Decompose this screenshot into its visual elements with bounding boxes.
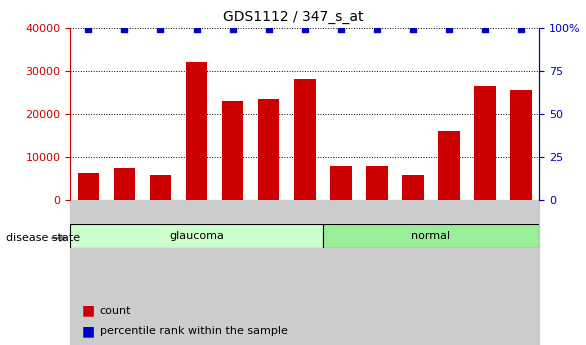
Point	[300, 27, 309, 32]
Bar	[222, 101, 243, 200]
Bar	[179, 200, 214, 345]
Text: percentile rank within the sample: percentile rank within the sample	[100, 326, 288, 336]
Bar	[474, 86, 496, 200]
Bar	[467, 200, 503, 345]
Point	[481, 27, 490, 32]
Point	[84, 27, 93, 32]
Point	[444, 27, 454, 32]
Point	[156, 27, 165, 32]
Bar	[114, 168, 135, 200]
Bar	[438, 131, 460, 200]
Bar	[258, 99, 280, 200]
Bar	[323, 200, 359, 345]
Point	[228, 27, 237, 32]
Bar	[366, 167, 388, 200]
Bar	[77, 173, 99, 200]
Text: normal: normal	[411, 231, 451, 241]
Point	[264, 27, 273, 32]
Bar	[359, 200, 395, 345]
Point	[372, 27, 381, 32]
Bar	[214, 200, 251, 345]
Bar	[107, 200, 142, 345]
Bar	[431, 200, 467, 345]
Bar	[395, 200, 431, 345]
Bar	[251, 200, 287, 345]
Text: count: count	[100, 306, 131, 315]
Bar	[503, 200, 539, 345]
FancyBboxPatch shape	[323, 224, 539, 248]
Point	[408, 27, 418, 32]
Text: GDS1112 / 347_s_at: GDS1112 / 347_s_at	[223, 10, 363, 24]
Text: glaucoma: glaucoma	[169, 231, 224, 241]
Bar	[402, 175, 424, 200]
Bar	[186, 62, 207, 200]
Text: ■: ■	[82, 304, 95, 317]
Bar	[330, 166, 352, 200]
Bar	[294, 79, 315, 200]
Bar	[510, 90, 532, 200]
Point	[336, 27, 346, 32]
Point	[120, 27, 129, 32]
Text: ■: ■	[82, 324, 95, 338]
Text: disease state: disease state	[6, 233, 80, 243]
Bar	[70, 200, 107, 345]
Bar	[287, 200, 323, 345]
Bar	[142, 200, 179, 345]
Point	[516, 27, 526, 32]
Bar	[149, 175, 171, 200]
FancyBboxPatch shape	[70, 224, 323, 248]
Point	[192, 27, 201, 32]
